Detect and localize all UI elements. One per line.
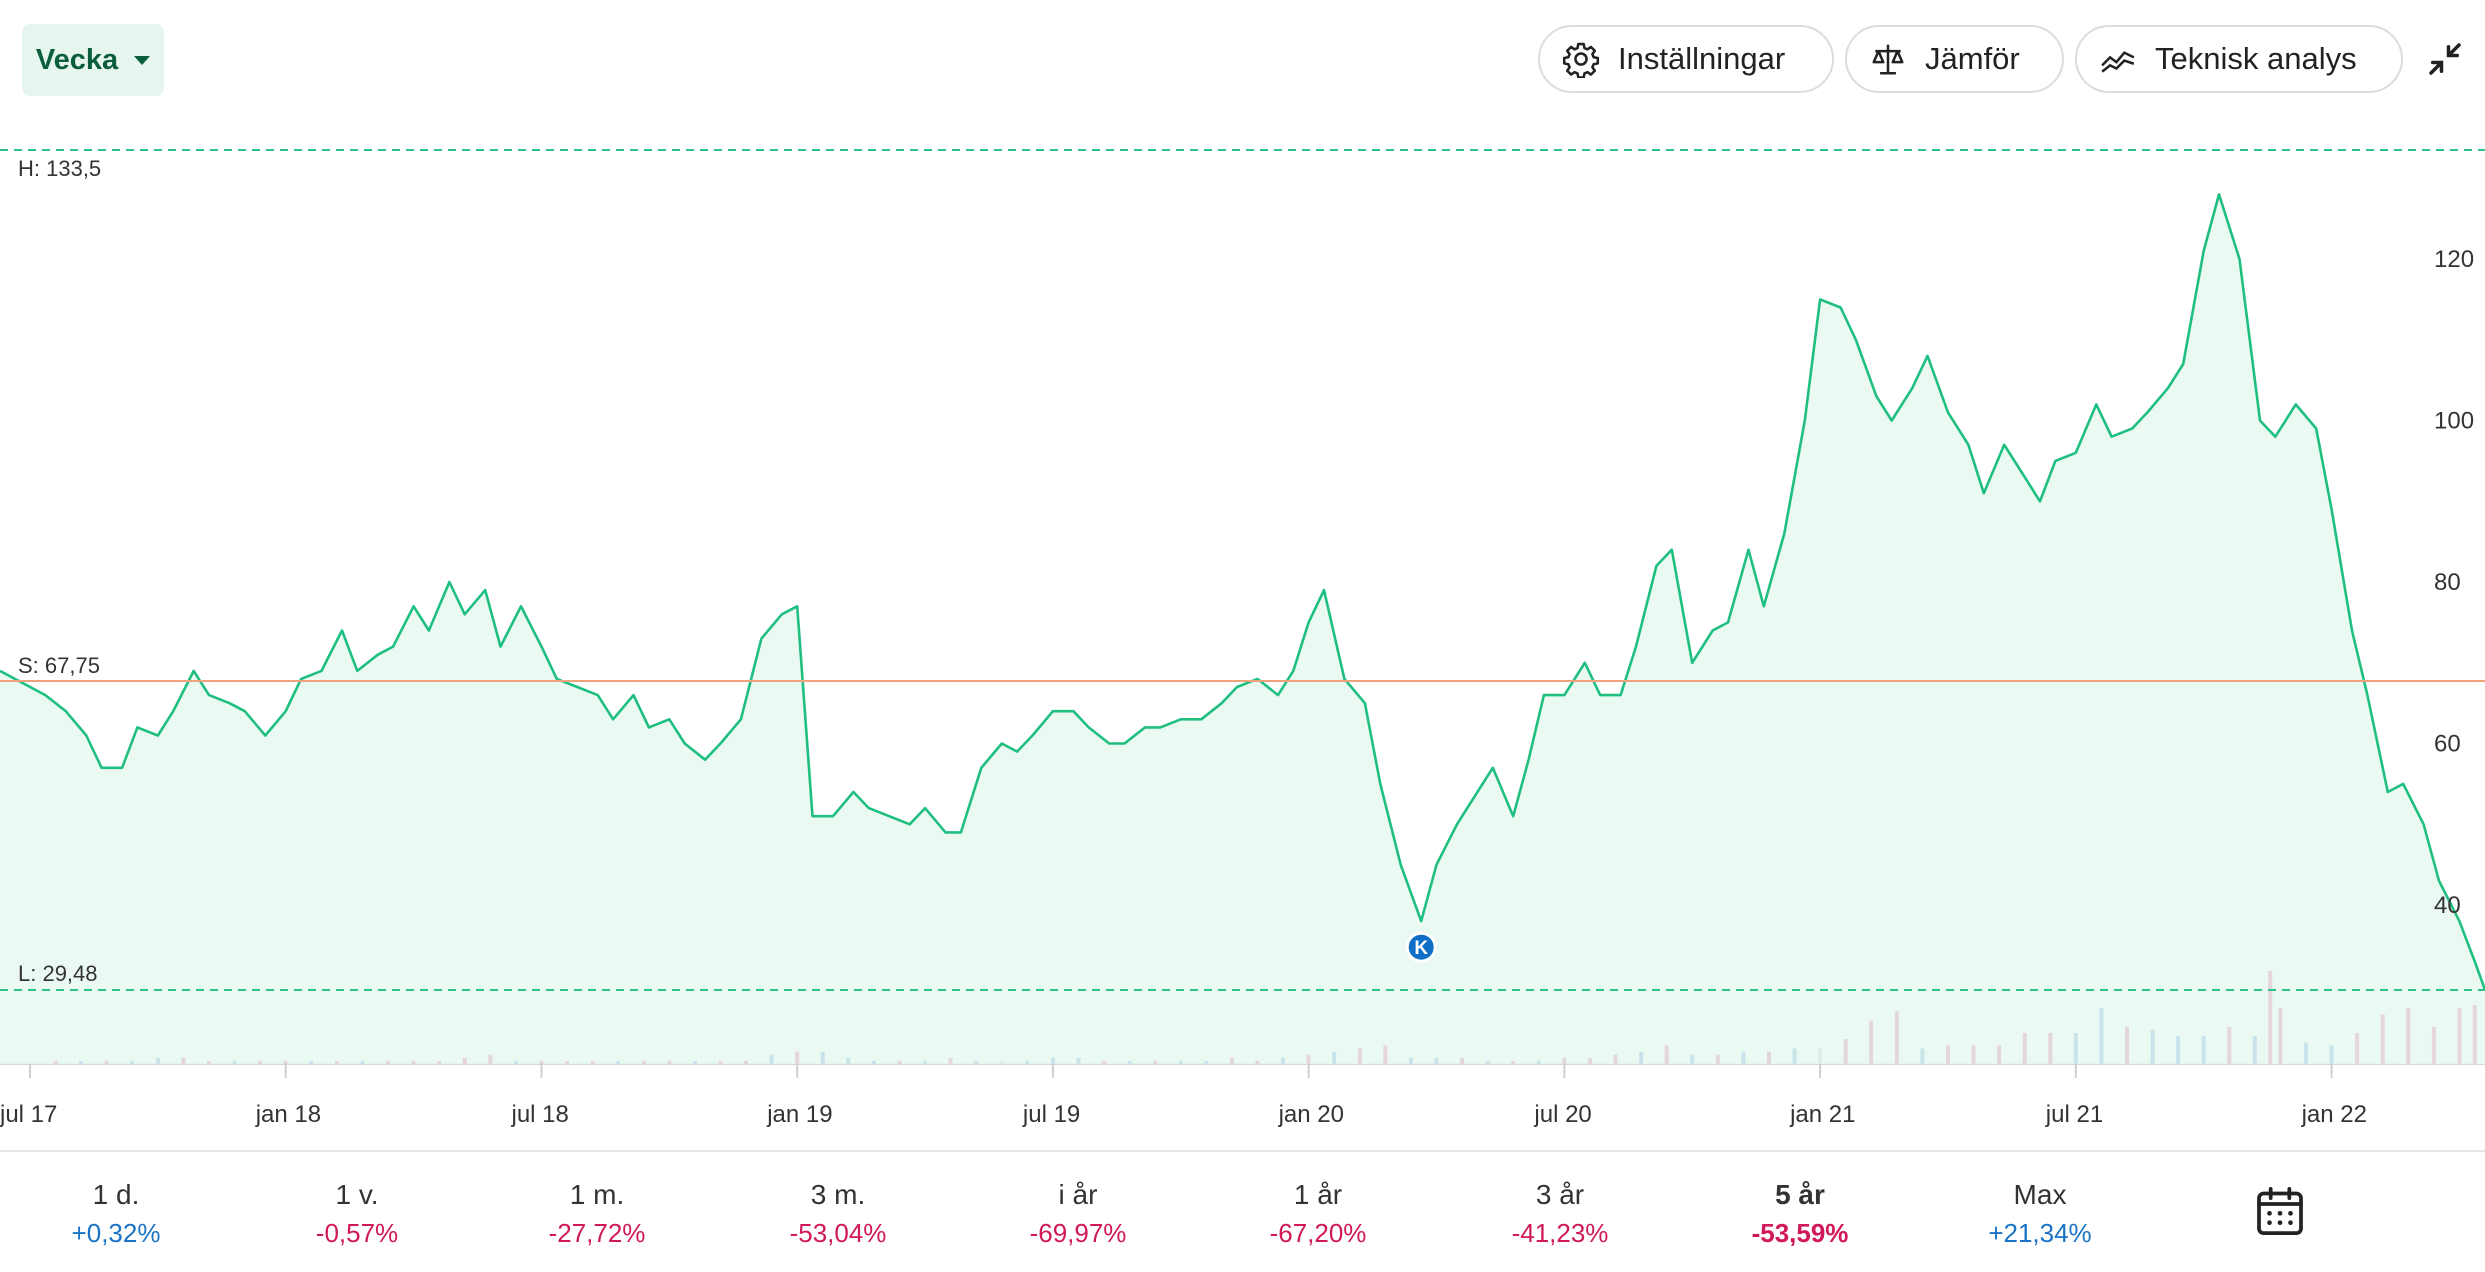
period-label: Vecka xyxy=(35,43,119,76)
period-stat[interactable]: i år -69,97% xyxy=(968,1178,1188,1250)
period-stat[interactable]: 1 m. -27,72% xyxy=(487,1178,707,1250)
compare-button[interactable]: Jämför xyxy=(1845,25,2064,93)
period-stat-value: +21,34% xyxy=(1988,1218,2092,1248)
y-tick-label: 40 xyxy=(2434,892,2461,919)
event-marker-dot[interactable] xyxy=(1405,931,1437,963)
period-stat-label: 3 m. xyxy=(810,1179,866,1210)
period-stats: 1 d. +0,32% 1 v. -0,57% 1 m. -27,72% 3 m. -53,0… xyxy=(0,1150,2485,1272)
period-stat[interactable]: 1 d. +0,32% xyxy=(6,1178,226,1250)
period-stat[interactable]: 3 år -41,23% xyxy=(1450,1178,1670,1250)
price-line xyxy=(0,193,2485,991)
period-stat-label: i år xyxy=(1058,1179,1098,1210)
x-tick-label: jul 17 xyxy=(0,1101,57,1128)
period-stat-value: -69,97% xyxy=(1029,1218,1127,1248)
price-area xyxy=(0,194,2485,1064)
calendar-icon[interactable] xyxy=(2252,1182,2308,1240)
x-tick-label: jul 19 xyxy=(1022,1101,1080,1128)
period-stat-label: 1 m. xyxy=(569,1179,625,1210)
compare-label: Jämför xyxy=(1925,41,2020,76)
period-stat-value: +0,32% xyxy=(71,1218,161,1248)
y-tick-label: 120 xyxy=(2434,246,2474,273)
price-chart[interactable]: H: 133,5 S: 67,75 L: 29,48 406080100120 … xyxy=(0,0,2485,1150)
chevron-down-icon xyxy=(134,55,151,65)
period-stat-value: -0,57% xyxy=(315,1218,399,1248)
event-marker-label: K xyxy=(1414,938,1428,959)
period-stat-value: -27,72% xyxy=(548,1218,646,1248)
technical-analysis-button[interactable]: Teknisk analys xyxy=(2075,25,2403,93)
collapse-icon[interactable] xyxy=(2424,38,2466,80)
period-stat-value: -53,59% xyxy=(1751,1218,1849,1248)
period-stat-value: -67,20% xyxy=(1269,1218,1367,1248)
x-tick-label: jan 19 xyxy=(766,1101,832,1128)
settings-button[interactable]: Inställningar xyxy=(1538,25,1834,93)
start-label: S: 67,75 xyxy=(18,653,100,678)
x-tick-label: jan 21 xyxy=(1789,1101,1855,1128)
period-stat-label: 1 v. xyxy=(335,1179,379,1210)
period-stat-label: 1 år xyxy=(1293,1179,1343,1210)
x-tick-label: jan 18 xyxy=(255,1101,321,1128)
y-tick-label: 80 xyxy=(2434,569,2461,596)
settings-label: Inställningar xyxy=(1618,41,1786,76)
period-stat-value: -41,23% xyxy=(1511,1218,1609,1248)
x-tick-label: jul 20 xyxy=(1533,1101,1591,1128)
period-stat[interactable]: Max +21,34% xyxy=(1930,1178,2150,1250)
period-stat[interactable]: 5 år -53,59% xyxy=(1690,1178,1910,1250)
technical-analysis-label: Teknisk analys xyxy=(2155,41,2357,76)
period-stat-label: 3 år xyxy=(1535,1179,1585,1210)
x-tick-label: jan 22 xyxy=(2301,1101,2367,1128)
high-label: H: 133,5 xyxy=(18,156,101,181)
x-tick-label: jul 18 xyxy=(511,1101,569,1128)
period-dropdown[interactable]: Vecka xyxy=(22,24,164,96)
y-tick-label: 100 xyxy=(2434,408,2474,435)
period-stat-label: 1 d. xyxy=(92,1179,140,1210)
period-stat[interactable]: 1 v. -0,57% xyxy=(247,1178,467,1250)
scale-icon xyxy=(1872,44,1904,75)
event-marker[interactable]: K xyxy=(1405,931,1437,963)
low-label: L: 29,48 xyxy=(18,961,98,986)
trend-line-icon xyxy=(2101,51,2135,73)
y-tick-label: 60 xyxy=(2434,731,2461,758)
period-stat-label: Max xyxy=(2013,1179,2067,1210)
gear-icon xyxy=(1562,42,1600,78)
period-stat-label: 5 år xyxy=(1775,1179,1825,1210)
x-tick-label: jul 21 xyxy=(2045,1101,2103,1128)
period-stat[interactable]: 1 år -67,20% xyxy=(1208,1178,1428,1250)
period-stat[interactable]: 3 m. -53,04% xyxy=(728,1178,948,1250)
period-stat-value: -53,04% xyxy=(789,1218,887,1248)
x-tick-label: jan 20 xyxy=(1278,1101,1344,1128)
